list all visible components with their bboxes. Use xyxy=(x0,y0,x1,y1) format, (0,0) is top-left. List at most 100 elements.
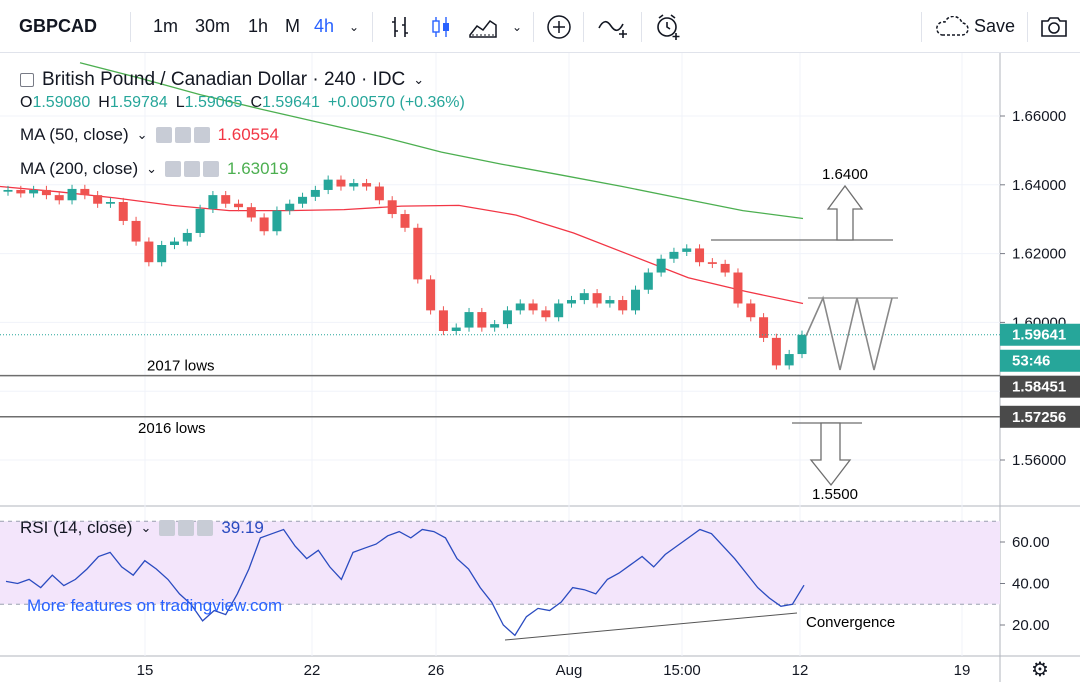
candle-body xyxy=(336,179,346,187)
ma200-legend[interactable]: MA (200, close) ⌄ 1.63019 xyxy=(20,159,288,179)
save-button[interactable]: Save xyxy=(934,0,1015,53)
bar-chart-type-icon[interactable] xyxy=(390,0,412,53)
close-icon xyxy=(203,161,220,177)
interval-month-button[interactable]: M xyxy=(285,16,300,36)
rsi-tick-label: 20.00 xyxy=(1012,617,1050,634)
interval-4h-button[interactable]: 4h xyxy=(314,16,335,36)
rsi-tick-label: 60.00 xyxy=(1012,534,1050,551)
candle-body xyxy=(592,293,602,304)
candle-body xyxy=(41,189,51,196)
candle-body xyxy=(349,183,359,187)
rsi-controls[interactable] xyxy=(159,520,214,536)
time-tick-label: Aug xyxy=(556,662,583,679)
chart-area[interactable]: 2017 lows 2016 lows 1.6400 1.5500 Convergen… xyxy=(0,53,1080,682)
candle-body xyxy=(272,210,282,232)
interval-1h-button[interactable]: 1h xyxy=(248,16,269,36)
candle-body xyxy=(566,300,576,304)
interval-30m-button[interactable]: 30m xyxy=(195,16,231,36)
price-tick-label: 1.56000 xyxy=(1012,452,1066,469)
rsi-legend[interactable]: RSI (14, close) ⌄ 39.19 xyxy=(20,518,264,538)
ma50-legend[interactable]: MA (50, close) ⌄ 1.60554 xyxy=(20,125,279,145)
candle-body xyxy=(695,248,705,263)
candle-body xyxy=(656,258,666,273)
candle-body xyxy=(54,195,64,201)
chart-type-chevron-icon[interactable]: ⌄ xyxy=(512,19,523,34)
time-tick-label: 26 xyxy=(428,662,445,679)
candle-body xyxy=(464,312,474,328)
area-chart-type-icon[interactable] xyxy=(468,0,498,53)
save-label: Save xyxy=(974,16,1016,36)
high-label: H xyxy=(98,94,110,111)
gear-icon xyxy=(184,161,201,177)
snapshot-camera-icon[interactable] xyxy=(1040,0,1068,53)
add-indicator-icon[interactable] xyxy=(546,0,572,53)
title-chevron-icon[interactable]: ⌄ xyxy=(413,72,425,87)
compare-symbol-icon[interactable] xyxy=(597,0,631,53)
candle-body xyxy=(374,186,384,201)
candle-body xyxy=(759,317,769,338)
candle-body xyxy=(221,195,231,204)
candle-body xyxy=(285,203,295,211)
time-tick-label: 12 xyxy=(792,662,809,679)
ma50-value: 1.60554 xyxy=(217,125,280,144)
toolbar-divider xyxy=(1027,12,1028,42)
toolbar-divider xyxy=(583,12,584,42)
time-tick-label: 15 xyxy=(137,662,154,679)
candle-body xyxy=(746,303,756,318)
cloud-icon xyxy=(936,15,969,36)
candle-body xyxy=(413,227,423,280)
rsi-tick-label: 40.00 xyxy=(1012,576,1050,593)
candle-body xyxy=(643,272,653,290)
candle-body xyxy=(682,248,692,252)
toolbar-divider xyxy=(533,12,534,42)
price-tick-label: 1.62000 xyxy=(1012,246,1066,263)
candle-body xyxy=(105,202,115,204)
candle-body xyxy=(144,241,154,263)
collapse-legend-icon[interactable] xyxy=(20,73,34,87)
rsi-value: 39.19 xyxy=(221,518,264,537)
candle-body xyxy=(169,241,179,245)
toolbar-divider xyxy=(641,12,642,42)
interval-1m-button[interactable]: 1m xyxy=(153,16,179,36)
close-value: 1.59641 xyxy=(262,94,320,111)
interval-dropdown-chevron-icon[interactable]: ⌄ xyxy=(349,19,360,34)
eye-icon xyxy=(155,127,172,143)
lows-2017-badge: 1.58451 xyxy=(1012,379,1066,396)
candle-body xyxy=(784,354,794,366)
candle-body xyxy=(118,202,128,221)
candle-body xyxy=(259,217,269,232)
candle-body xyxy=(208,195,218,209)
candle-body xyxy=(323,179,333,190)
candle-body xyxy=(797,334,807,355)
price-tick-label: 1.64000 xyxy=(1012,177,1066,194)
convergence-trendline xyxy=(504,612,798,641)
target-down-label: 1.5500 xyxy=(812,486,858,503)
candle-body xyxy=(182,232,192,242)
price-tick-label: 1.66000 xyxy=(1012,108,1066,125)
lows-2017-label: 2017 lows xyxy=(147,358,215,375)
candles-chart-type-icon[interactable] xyxy=(430,0,452,53)
time-tick-label: 19 xyxy=(954,662,971,679)
lows-2016-badge-bg xyxy=(1000,405,1080,428)
down-arrow-shape xyxy=(809,422,852,487)
chart-settings-gear-icon: ⚙ xyxy=(1031,659,1049,681)
candle-body xyxy=(541,310,551,318)
up-arrow-shape xyxy=(826,184,864,241)
symbol-search[interactable]: GBPCAD xyxy=(19,16,98,36)
gear-icon xyxy=(174,127,191,143)
bar-countdown-badge-bg xyxy=(1000,349,1080,372)
tradingview-watermark-link[interactable]: More features on tradingview.com xyxy=(27,596,283,615)
alert-clock-icon[interactable] xyxy=(654,0,684,53)
rsi-chevron-icon[interactable]: ⌄ xyxy=(140,520,152,535)
candle-body xyxy=(195,208,205,233)
candle-body xyxy=(771,337,781,366)
ma200-controls[interactable] xyxy=(165,161,220,177)
close-label: C xyxy=(250,94,263,111)
ma200-chevron-icon[interactable]: ⌄ xyxy=(146,161,158,176)
price-chart-svg[interactable]: 2017 lows 2016 lows 1.6400 1.5500 Convergen… xyxy=(0,53,1080,682)
ma50-controls[interactable] xyxy=(155,127,210,143)
candle-body xyxy=(554,303,564,318)
candle-body xyxy=(400,214,410,228)
ma50-chevron-icon[interactable]: ⌄ xyxy=(136,127,148,142)
lows-2016-badge: 1.57256 xyxy=(1012,409,1066,426)
